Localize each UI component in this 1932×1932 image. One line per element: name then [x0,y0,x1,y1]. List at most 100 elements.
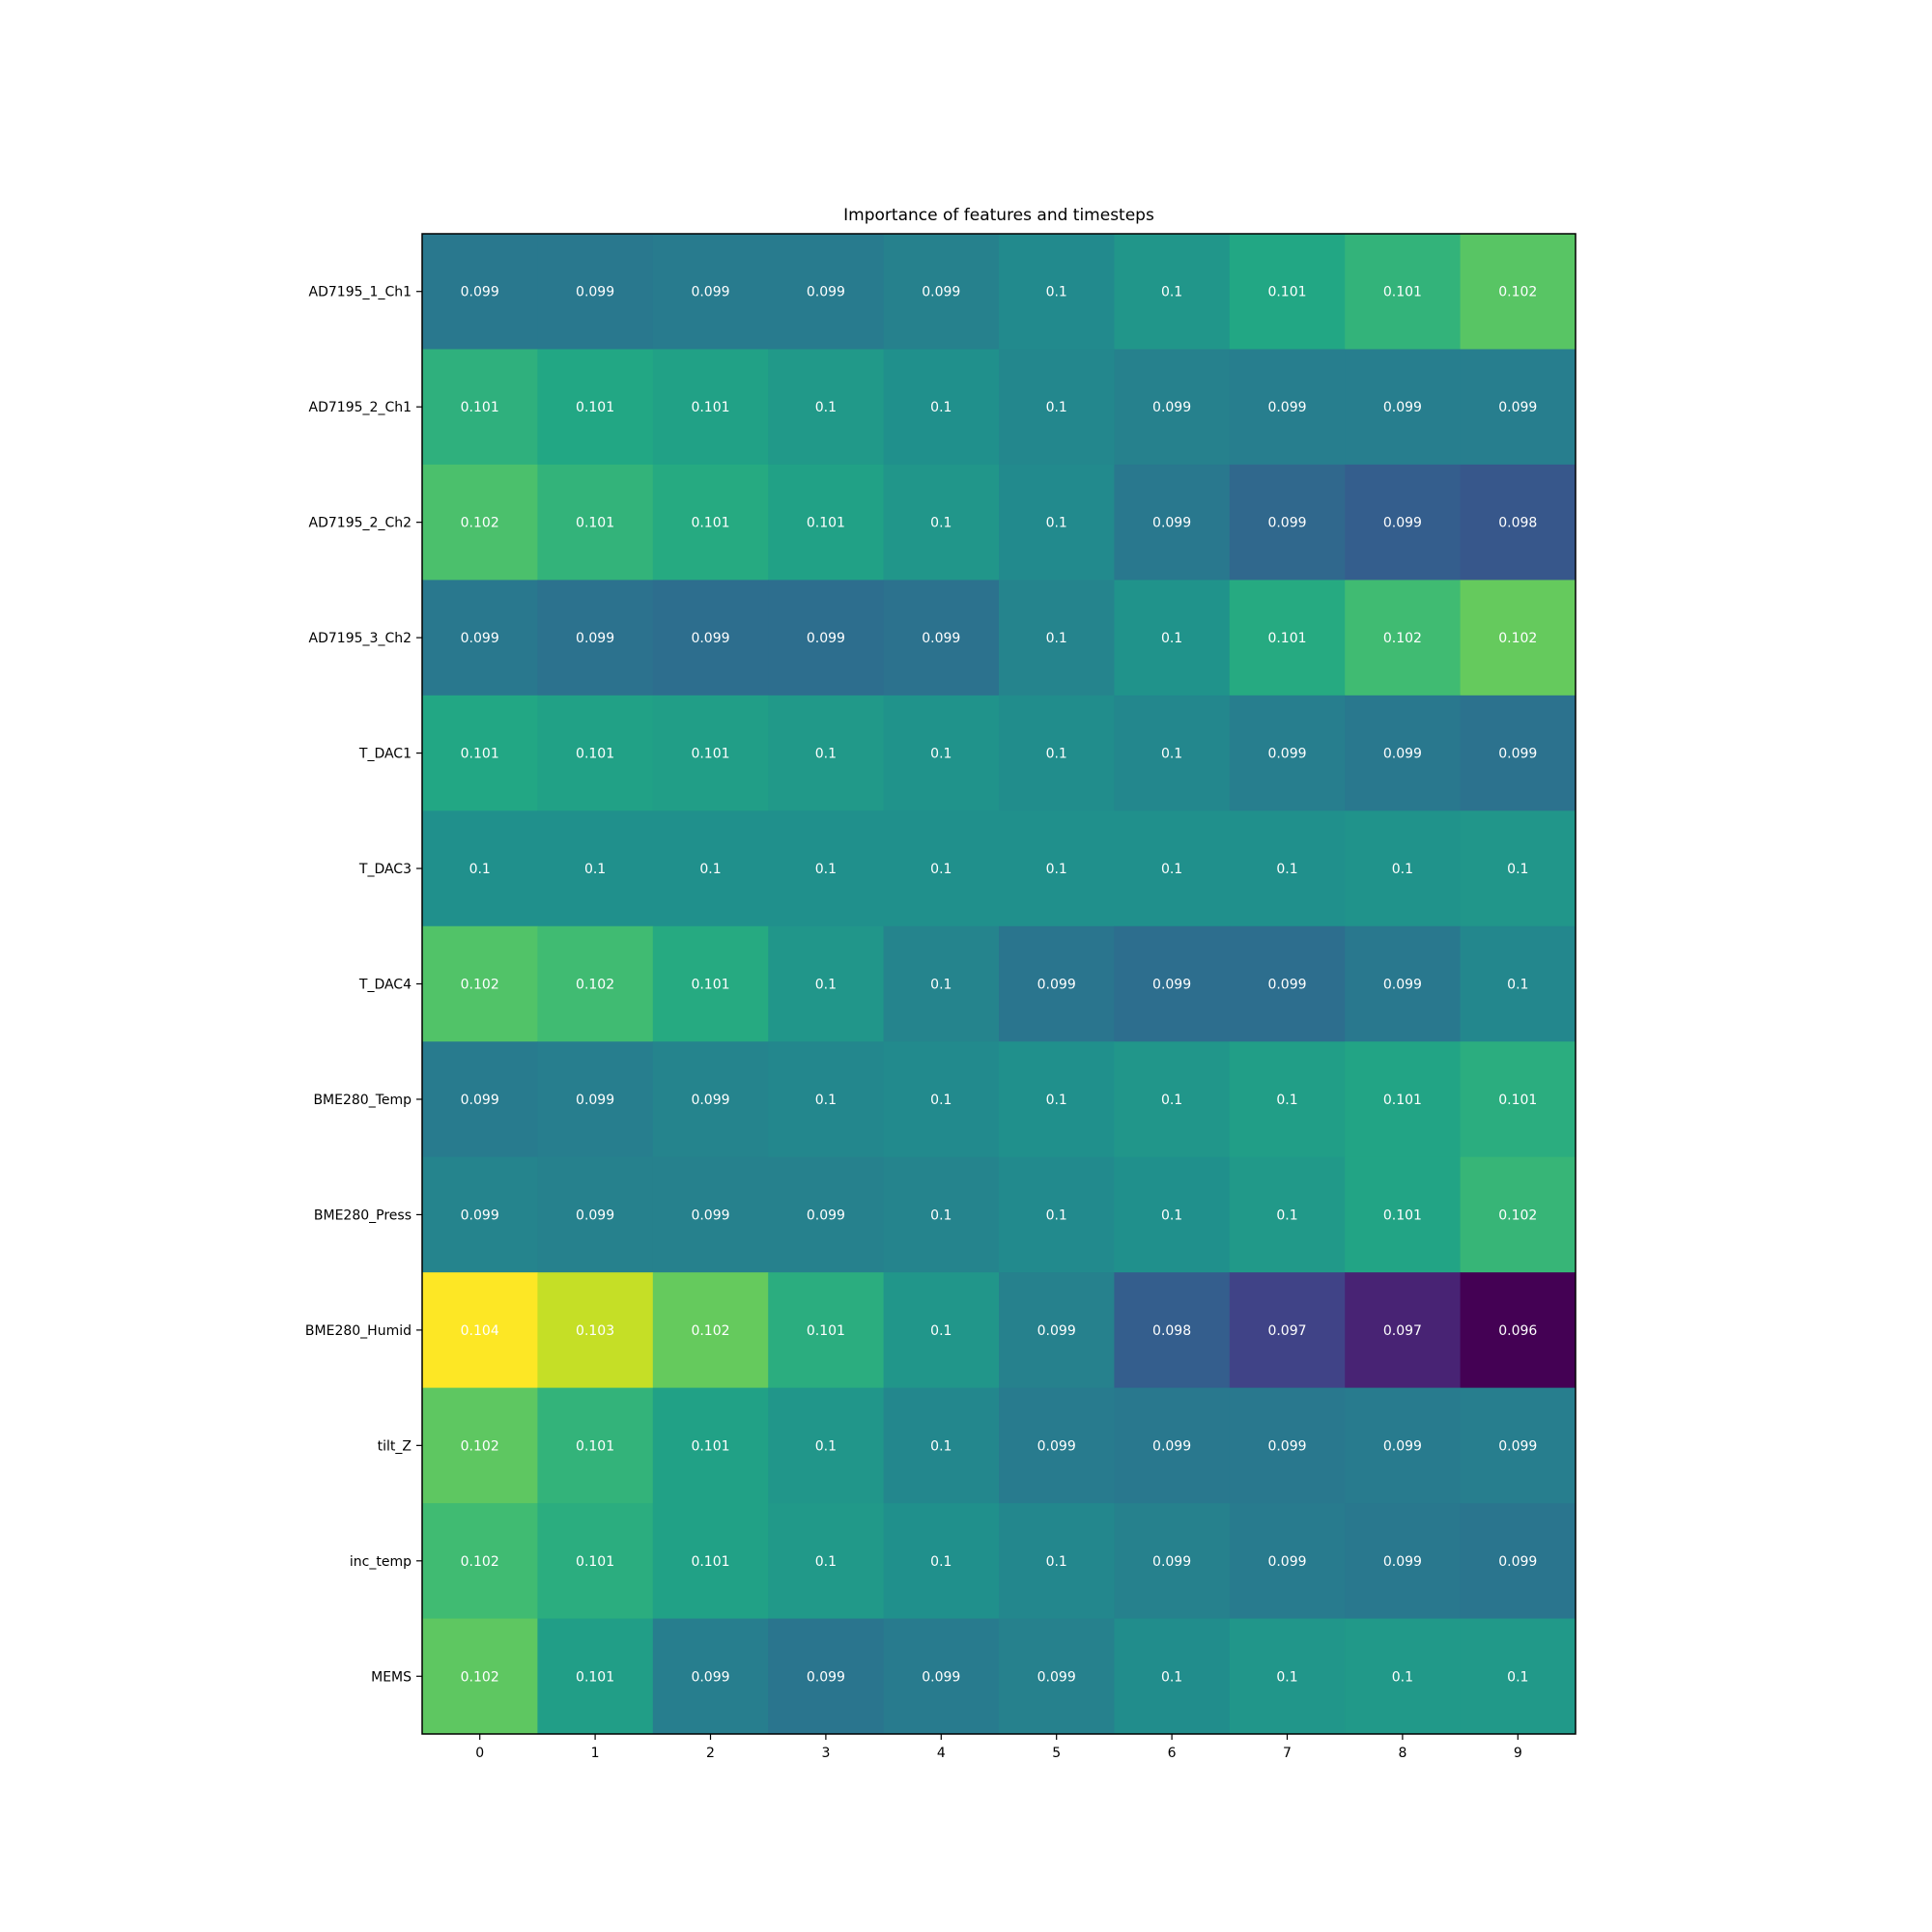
cell-value-label: 0.101 [691,747,729,762]
cell-value-label: 0.099 [1267,1438,1306,1454]
heatmap-cell [768,1618,885,1735]
cell-value-label: 0.1 [930,1554,952,1570]
cell-value-label: 0.099 [922,285,960,300]
heatmap-cell [652,349,769,466]
heatmap-cell [537,1041,654,1158]
cell-value-label: 0.099 [1152,978,1191,993]
heatmap-cell [1229,1387,1346,1504]
cell-value-label: 0.1 [699,862,721,877]
cell-value-label: 0.101 [1498,1093,1537,1108]
cell-value-label: 0.101 [1383,1093,1422,1108]
cell-value-label: 0.1 [1392,1669,1413,1685]
cell-value-label: 0.1 [1046,1208,1067,1223]
cell-value-label: 0.102 [576,978,614,993]
cell-value-label: 0.1 [1161,1208,1182,1223]
heatmap-cell [1345,695,1462,811]
x-tick-label: 1 [591,1746,600,1761]
cell-value-label: 0.1 [1046,862,1067,877]
heatmap-cell [1345,810,1462,927]
cell-value-label: 0.099 [576,1093,614,1108]
cell-value-label: 0.1 [1161,862,1182,877]
heatmap-cell [422,810,538,927]
cell-value-label: 0.103 [576,1323,614,1339]
heatmap-cell [883,1503,1000,1620]
cell-value-label: 0.102 [461,1438,499,1454]
heatmap-cell [537,234,654,350]
x-tick-label: 4 [937,1746,946,1761]
cell-value-label: 0.1 [1161,285,1182,300]
heatmap-cell [537,464,654,581]
heatmap-cell [1460,695,1577,811]
heatmap-cell [1114,695,1231,811]
x-tick-label: 5 [1052,1746,1061,1761]
cell-value-label: 0.101 [576,516,614,531]
heatmap-cell [1345,925,1462,1042]
cell-value-label: 0.099 [1383,1438,1422,1454]
cell-value-label: 0.099 [1037,1323,1076,1339]
y-tick-label: BME280_Humid [305,1323,412,1339]
heatmap-cell [1229,810,1346,927]
heatmap-cell [1345,1156,1462,1273]
x-tick-label: 2 [706,1746,715,1761]
cell-value-label: 0.1 [815,1093,837,1108]
cell-value-label: 0.104 [461,1323,499,1339]
cell-value-label: 0.099 [461,285,499,300]
cell-value-label: 0.102 [461,1554,499,1570]
cell-value-label: 0.099 [691,285,729,300]
heatmap-cell [999,1618,1115,1735]
heatmap-cell [1345,464,1462,581]
cell-value-label: 0.101 [576,1554,614,1570]
y-tick-label: T_DAC4 [358,978,412,993]
heatmap-cell [883,1387,1000,1504]
cell-value-label: 0.099 [1267,516,1306,531]
heatmap-cell [999,234,1115,350]
x-tick-label: 7 [1283,1746,1292,1761]
heatmap-cell [1345,1503,1462,1620]
cell-value-label: 0.097 [1383,1323,1422,1339]
heatmap-cell [883,349,1000,466]
cell-value-label: 0.099 [1037,1669,1076,1685]
heatmap-cell [999,1387,1115,1504]
heatmap-cell [422,1387,538,1504]
heatmap-cell [1345,234,1462,350]
heatmap-cell [652,1041,769,1158]
cell-value-label: 0.102 [691,1323,729,1339]
heatmap-cell [1460,234,1577,350]
heatmap-cell [422,1503,538,1620]
y-tick-label: tilt_Z [378,1438,412,1454]
heatmap-cell [999,580,1115,696]
cell-value-label: 0.099 [1383,747,1422,762]
cell-value-label: 0.099 [1498,1554,1537,1570]
x-axis: 0 1 2 3 4 5 6 7 8 9 [475,1734,1522,1761]
x-tick-label: 9 [1514,1746,1522,1761]
heatmap-cell [537,349,654,466]
cell-value-label: 0.101 [691,1554,729,1570]
heatmap-cell [537,810,654,927]
cell-value-label: 0.099 [691,1669,729,1685]
heatmap-cell [1114,1041,1231,1158]
cell-value-label: 0.102 [1498,285,1537,300]
x-tick-label: 6 [1168,1746,1177,1761]
heatmap-cell [1229,234,1346,350]
heatmap-cell [537,1156,654,1273]
cell-value-label: 0.099 [691,631,729,646]
heatmap-cell [1229,349,1346,466]
heatmap-cell [999,925,1115,1042]
x-tick-label: 3 [821,1746,830,1761]
y-tick-label: AD7195_3_Ch2 [309,631,412,646]
cell-value-label: 0.101 [1267,285,1306,300]
heatmap-cell [422,580,538,696]
cell-value-label: 0.1 [930,862,952,877]
heatmap-cell [768,925,885,1042]
cell-value-label: 0.1 [930,1208,952,1223]
cell-value-label: 0.101 [576,747,614,762]
cell-value-label: 0.1 [1276,862,1297,877]
cell-value-label: 0.102 [1498,1208,1537,1223]
heatmap-cell [1460,810,1577,927]
heatmap-cell [537,925,654,1042]
heatmap-cell [1460,1387,1577,1504]
cell-value-label: 0.097 [1267,1323,1306,1339]
heatmap-cell [1345,1387,1462,1504]
cell-value-label: 0.099 [691,1208,729,1223]
